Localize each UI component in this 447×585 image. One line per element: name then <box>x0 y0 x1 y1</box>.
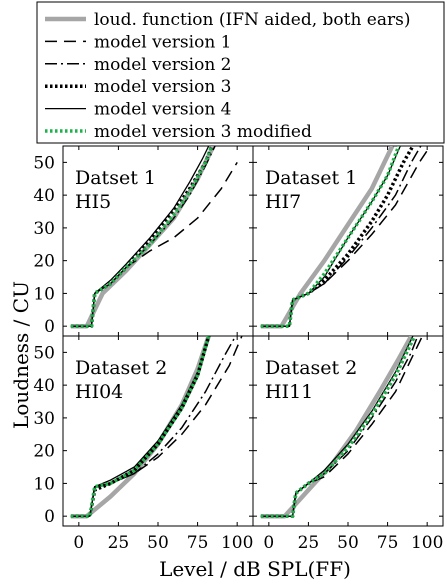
panel-3-title-line-1: Dataset 2 <box>75 357 167 379</box>
panel-2-series-model-version-3-modified <box>260 146 401 328</box>
panel-1-title-line-1: Datset 1 <box>75 167 156 189</box>
panel-1-series-model-version-3-modified <box>70 146 214 328</box>
panel-3-series-model-version-1 <box>70 336 243 517</box>
y-axis-label: Loudness / CU <box>9 281 33 429</box>
panel-3-xtick-label-0: 0 <box>73 533 84 553</box>
panel-1-ytick-label-50: 50 <box>33 153 55 173</box>
x-axis-label: Level / dB SPL(FF) <box>159 557 351 581</box>
legend-label-model-version-1: model version 1 <box>94 32 232 52</box>
legend-label-model-version-4: model version 4 <box>94 100 232 120</box>
panel-3-series-model-version-3-modified <box>70 336 211 518</box>
panel-4-xtick-label-25: 25 <box>298 533 320 553</box>
panel-1-title-line-2: HI5 <box>75 191 111 213</box>
panel-4-series-model-version-4 <box>260 336 414 517</box>
legend: loud. function (IFN aided, both ears)mod… <box>36 1 445 144</box>
panel-2-title-line-2: HI7 <box>265 191 301 213</box>
panel-4-xtick-label-75: 75 <box>377 533 399 553</box>
legend-label-model-version-3: model version 3 <box>94 77 232 97</box>
legend-label-model-version-3-modified: model version 3 modified <box>94 122 312 142</box>
panel-1-ytick-label-20: 20 <box>33 252 55 272</box>
panel-1-series-group <box>70 146 238 329</box>
panel-3-ytick-label-50: 50 <box>33 343 55 363</box>
panel-4-title-line-1: Dataset 2 <box>265 357 357 379</box>
panel-1-ytick-label-10: 10 <box>33 284 55 304</box>
panel-4-series-group <box>260 336 424 519</box>
panel-1-ytick-label-40: 40 <box>33 186 55 206</box>
panel-4-series-model-version-2 <box>260 336 419 517</box>
panel-1-ytick-label-0: 0 <box>44 317 55 337</box>
panel-4-title-line-2: HI11 <box>265 381 313 403</box>
panel-3-ytick-label-20: 20 <box>33 442 55 462</box>
panel-1-frame <box>62 145 254 337</box>
panel-4-xtick-label-0: 0 <box>263 533 274 553</box>
panel-1-series-model-version-1 <box>70 162 238 327</box>
panel-3-ytick-label-10: 10 <box>33 474 55 494</box>
panel-4-series-model-version-3-modified <box>260 336 417 518</box>
legend-label-model-version-2: model version 2 <box>94 55 232 75</box>
panel-3-xtick-label-50: 50 <box>147 533 169 553</box>
panel-2-title-line-1: Dataset 1 <box>265 167 357 189</box>
panel-1-ytick-label-30: 30 <box>33 219 55 239</box>
panel-3-ytick-label-30: 30 <box>33 409 55 429</box>
panel-2-series-group <box>260 146 431 329</box>
panel-4-xtick-label-100: 100 <box>411 533 443 553</box>
panel-3-xtick-label-75: 75 <box>187 533 209 553</box>
panel-2-series-model-version-2 <box>260 146 422 327</box>
panel-3-ytick-label-0: 0 <box>44 507 55 527</box>
panel-3-series-group <box>70 336 243 519</box>
panel-3-title-line-2: HI04 <box>75 381 123 403</box>
panel-3-series-model-version-4 <box>70 336 210 517</box>
panel-4-frame <box>252 335 444 527</box>
panel-3-ytick-label-40: 40 <box>33 376 55 396</box>
panel-3-xtick-label-100: 100 <box>221 533 253 553</box>
legend-label-loud-function-ifn-aided-both-ears: loud. function (IFN aided, both ears) <box>94 10 410 30</box>
panel-4-series-loud-function-ifn-aided-both-ears <box>260 336 414 519</box>
panel-4-xtick-label-50: 50 <box>337 533 359 553</box>
panel-3-xtick-label-25: 25 <box>108 533 130 553</box>
